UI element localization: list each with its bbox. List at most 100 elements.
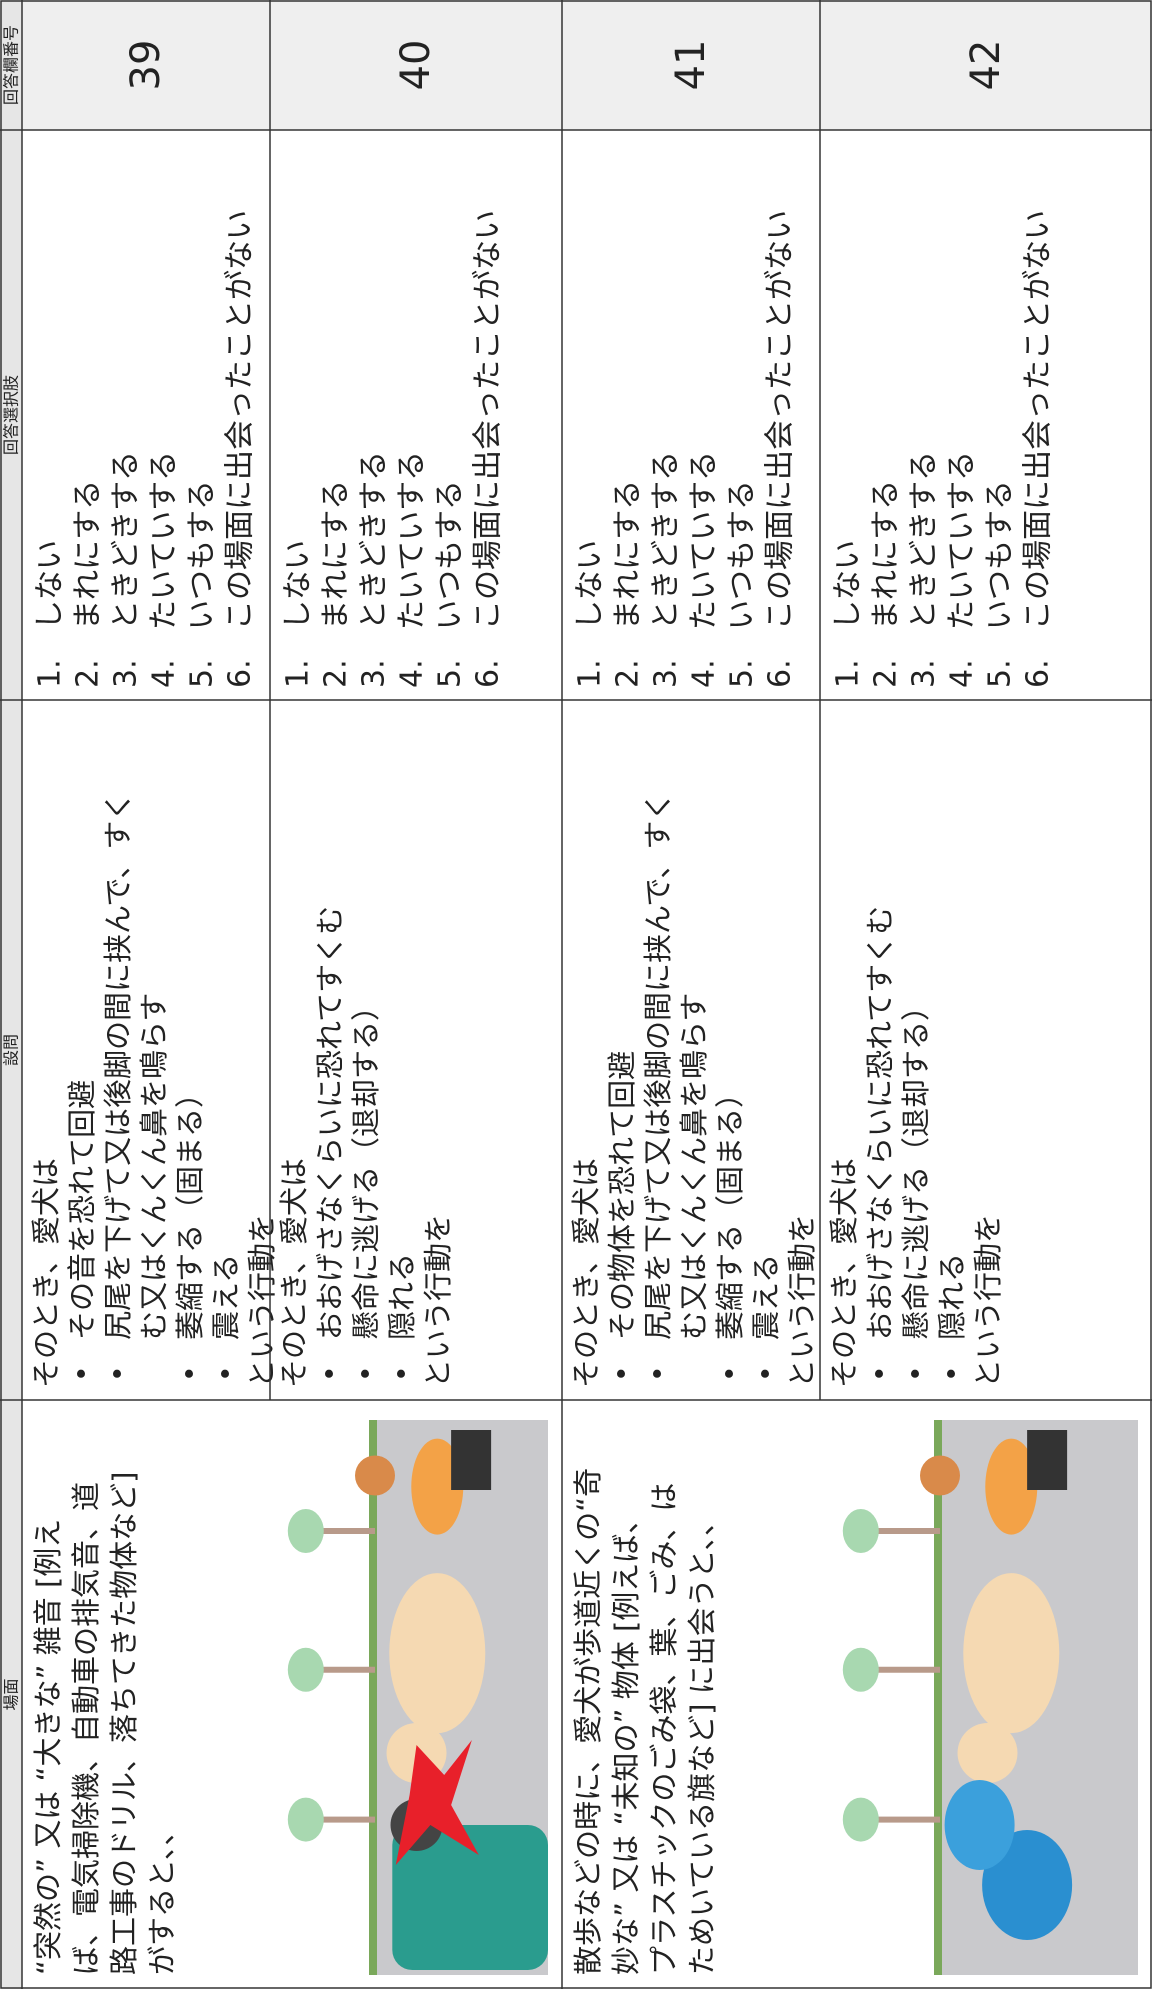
choice-number: 5.	[983, 659, 1018, 688]
choice-number: 2.	[869, 659, 904, 688]
answer-number: 39	[123, 40, 169, 91]
scene-illustration	[842, 1420, 1138, 1975]
dog-head	[957, 1723, 1018, 1783]
choice-number: 1.	[33, 659, 68, 688]
question-text: 懸命に逃げる（退却する）	[899, 992, 933, 1340]
tree-top	[287, 1797, 324, 1842]
owner-body	[411, 1438, 464, 1535]
choice-text: しない	[831, 540, 866, 630]
scene-text: ためいている旗など] に出会うと、、	[685, 1507, 719, 1975]
choice-number: 6.	[763, 659, 798, 688]
choice-number: 3.	[649, 659, 684, 688]
tree-top	[287, 1509, 324, 1553]
question-bullet: •	[314, 1365, 347, 1382]
choice-text: しない	[281, 540, 316, 630]
choice-text: しない	[33, 540, 68, 630]
header-label: 設問	[2, 1034, 21, 1066]
choice-number: 2.	[319, 659, 354, 688]
question-text: 震える	[749, 1254, 783, 1340]
question-bullet: •	[66, 1365, 99, 1382]
question-text: む又はくんくん鼻を鳴らす	[677, 993, 711, 1340]
choice-number: 2.	[611, 659, 646, 688]
owner-head	[920, 1455, 960, 1496]
choice-number: 5.	[433, 659, 468, 688]
question-bullet: •	[642, 1365, 675, 1382]
tree-top	[842, 1647, 879, 1692]
question-bullet: •	[210, 1365, 243, 1382]
choice-number: 1.	[573, 659, 608, 688]
header-label: 回答欄番号	[2, 25, 21, 105]
owner-head	[355, 1455, 395, 1496]
choice-text: たいていする	[147, 451, 182, 630]
choice-text: この場面に出会ったことがない	[223, 210, 258, 630]
scene-text: プラスチックのごみ袋、葉、ごみ、は	[647, 1483, 681, 1975]
trash-bag	[944, 1780, 1015, 1870]
owner-legs	[1027, 1430, 1068, 1490]
choice-text: たいていする	[945, 451, 980, 630]
scene-text: ば、電気掃除機、自動車の排気音、道	[69, 1482, 103, 1975]
scene-text: 妙な” 又は “未知の” 物体 [例えば、	[609, 1505, 643, 1975]
scene-text: 路工事のドリル、落ちてきた物体など]	[107, 1472, 141, 1975]
scene-text: 散歩などの時に、愛犬が歩道近くの“奇	[571, 1468, 605, 1975]
choice-number: 6.	[1021, 659, 1056, 688]
question-bullet: •	[936, 1365, 969, 1382]
choice-text: この場面に出会ったことがない	[471, 210, 506, 630]
question-text: 隠れる	[935, 1253, 969, 1340]
choice-number: 4.	[945, 659, 980, 688]
choice-number: 1.	[831, 659, 866, 688]
question-text: 尻尾を下げて又は後脚の間に挟んで、すく	[641, 792, 675, 1340]
question-text: という行動を	[245, 1214, 279, 1388]
question-text: そのとき、愛犬は	[827, 1158, 861, 1388]
car	[392, 1825, 548, 1970]
choice-text: まれにする	[869, 480, 904, 630]
question-bullet: •	[606, 1365, 639, 1382]
question-text: という行動を	[785, 1214, 819, 1388]
choice-text: しない	[573, 540, 608, 630]
tree-trunk	[872, 1528, 940, 1534]
scene-illustration	[287, 1420, 548, 1975]
question-text: 尻尾を下げて又は後脚の間に挟んで、すく	[101, 792, 135, 1340]
choice-text: ときどきする	[649, 451, 684, 630]
choice-text: まれにする	[611, 480, 646, 630]
choice-text: たいていする	[395, 451, 430, 630]
question-text: という行動を	[421, 1214, 455, 1388]
answer-no-bg	[820, 0, 1152, 130]
tree-top	[842, 1509, 879, 1553]
tree-trunk	[316, 1666, 375, 1673]
question-text: その物体を恐れて回避	[605, 1051, 639, 1340]
choice-number: 3.	[907, 659, 942, 688]
question-text: 懸命に逃げる（退却する）	[349, 992, 383, 1340]
header-strip-bg	[0, 0, 22, 1989]
choice-text: いつもする	[725, 480, 760, 630]
choice-text: ときどきする	[357, 451, 392, 630]
choice-text: この場面に出会ったことがない	[1021, 210, 1056, 630]
noise-burst	[395, 1740, 479, 1865]
tree-trunk	[872, 1816, 940, 1823]
choice-number: 2.	[71, 659, 106, 688]
question-bullet: •	[714, 1365, 747, 1382]
choice-number: 3.	[109, 659, 144, 688]
choice-number: 4.	[147, 659, 182, 688]
choice-number: 5.	[725, 659, 760, 688]
choice-number: 6.	[471, 659, 506, 688]
question-text: おおげさなくらいに恐れてすくむ	[863, 906, 897, 1340]
grass-strip	[934, 1420, 942, 1975]
question-bullet: •	[900, 1365, 933, 1382]
owner-body	[985, 1438, 1038, 1535]
header-label: 回答選択肢	[2, 375, 21, 455]
choice-text: いつもする	[185, 480, 220, 630]
scene-text: “突然の” 又は “大きな” 雑音 [例え	[31, 1519, 65, 1975]
tree-trunk	[316, 1816, 375, 1823]
scene-text: がすると、、	[145, 1817, 179, 1975]
tree-top	[842, 1797, 879, 1842]
question-bullet: •	[350, 1365, 383, 1382]
choice-text: まれにする	[71, 480, 106, 630]
trash-bag	[982, 1830, 1073, 1940]
tree-trunk	[316, 1528, 375, 1534]
choice-text: この場面に出会ったことがない	[763, 210, 798, 630]
tree-top	[287, 1647, 324, 1692]
question-text: 萎縮する（固まる）	[713, 1079, 747, 1340]
choice-text: まれにする	[319, 480, 354, 630]
dog-body	[963, 1573, 1060, 1734]
